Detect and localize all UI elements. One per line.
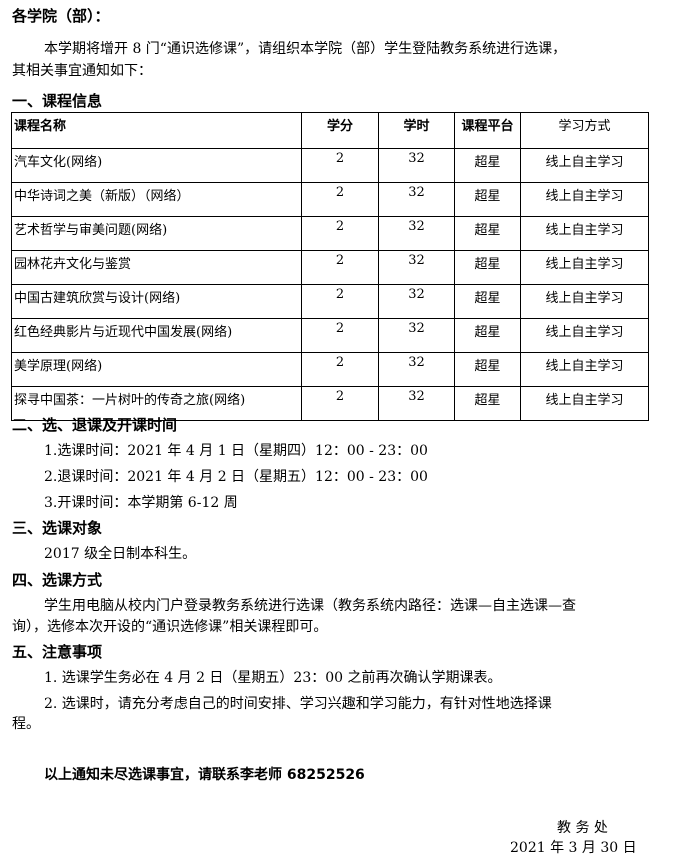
cell-course-name: 汽车文化(网络) [11,148,302,183]
table-row: 美学原理(网络) 2 32 超星 线上自主学习 [11,352,649,387]
cell-hours: 32 [378,352,455,387]
cell-hours: 32 [378,182,455,217]
cell-credits: 2 [301,250,379,285]
cell-study-mode: 线上自主学习 [520,284,649,319]
cell-platform: 超星 [454,250,521,285]
cell-study-mode: 线上自主学习 [520,386,649,421]
cell-hours: 32 [378,148,455,183]
target-students: 2017 级全日制本科生。 [44,546,197,562]
cell-course-name: 探寻中国茶：一片树叶的传奇之旅(网络) [11,386,302,421]
cell-study-mode: 线上自主学习 [520,318,649,353]
cell-hours: 32 [378,318,455,353]
cell-credits: 2 [301,216,379,251]
cell-study-mode: 线上自主学习 [520,182,649,217]
cell-study-mode: 线上自主学习 [520,148,649,183]
cell-platform: 超星 [454,148,521,183]
header-credits: 学分 [301,112,379,149]
table-header-row: 课程名称 学分 学时 课程平台 学习方式 [11,112,649,149]
table-row: 中国古建筑欣赏与设计(网络) 2 32 超星 线上自主学习 [11,284,649,319]
table-row: 艺术哲学与审美问题(网络) 2 32 超星 线上自主学习 [11,216,649,251]
cell-credits: 2 [301,284,379,319]
cell-study-mode: 线上自主学习 [520,250,649,285]
cell-study-mode: 线上自主学习 [520,216,649,251]
cell-course-name: 中国古建筑欣赏与设计(网络) [11,284,302,319]
cell-course-name: 中华诗词之美（新版）（网络） [11,182,302,217]
contact-info: 以上通知未尽选课事宜，请联系李老师 68252526 [44,767,365,783]
cell-credits: 2 [301,352,379,387]
cell-platform: 超星 [454,386,521,421]
section-4-title: 四、选课方式 [12,571,103,589]
cell-credits: 2 [301,386,379,421]
cell-platform: 超星 [454,318,521,353]
header-hours: 学时 [378,112,455,149]
cell-credits: 2 [301,182,379,217]
issue-date: 2021 年 3 月 30 日 [510,840,637,856]
note-1: 1. 选课学生务必在 4 月 2 日（星期五）23：00 之前再次确认学期课表。 [44,670,502,686]
method-line-2: 询），选修本次开设的“通识选修课”相关课程即可。 [12,619,328,635]
table-row: 汽车文化(网络) 2 32 超星 线上自主学习 [11,148,649,183]
method-line-1: 学生用电脑从校内门户登录教务系统进行选课（教务系统内路径：选课—自主选课—查 [44,598,576,614]
section-1-title: 一、课程信息 [12,92,103,110]
section-2-title: 二、选、退课及开课时间 [12,416,178,434]
cell-hours: 32 [378,284,455,319]
table-row: 探寻中国茶：一片树叶的传奇之旅(网络) 2 32 超星 线上自主学习 [11,386,649,421]
course-start-time: 3.开课时间：本学期第 6-12 周 [44,495,238,511]
cell-course-name: 艺术哲学与审美问题(网络) [11,216,302,251]
header-course-name: 课程名称 [11,112,302,149]
section-5-title: 五、注意事项 [12,643,103,661]
cell-platform: 超星 [454,284,521,319]
cell-course-name: 红色经典影片与近现代中国发展(网络) [11,318,302,353]
cell-hours: 32 [378,386,455,421]
select-time: 1.选课时间：2021 年 4 月 1 日（星期四）12：00 - 23：00 [44,443,428,459]
intro-line-2: 其相关事宜通知如下： [12,63,152,79]
cell-study-mode: 线上自主学习 [520,352,649,387]
cell-hours: 32 [378,216,455,251]
note-2-line-1: 2. 选课时，请充分考虑自己的时间安排、学习兴趣和学习能力，有针对性地选择课 [44,696,552,712]
cell-course-name: 美学原理(网络) [11,352,302,387]
header-platform: 课程平台 [454,112,521,149]
drop-time: 2.退课时间：2021 年 4 月 2 日（星期五）12：00 - 23：00 [44,469,428,485]
issuing-office: 教 务 处 [557,820,608,836]
cell-credits: 2 [301,148,379,183]
cell-hours: 32 [378,250,455,285]
table-row: 红色经典影片与近现代中国发展(网络) 2 32 超星 线上自主学习 [11,318,649,353]
section-3-title: 三、选课对象 [12,519,103,537]
intro-line-1: 本学期将增开 8 门“通识选修课”，请组织本学院（部）学生登陆教务系统进行选课， [44,41,567,57]
cell-credits: 2 [301,318,379,353]
cell-platform: 超星 [454,182,521,217]
header-study-mode: 学习方式 [520,112,649,149]
salutation: 各学院（部）： [12,7,110,25]
cell-course-name: 园林花卉文化与鉴赏 [11,250,302,285]
course-table: 课程名称 学分 学时 课程平台 学习方式 汽车文化(网络) 2 32 超星 线上自主学习… [11,112,649,421]
table-row: 园林花卉文化与鉴赏 2 32 超星 线上自主学习 [11,250,649,285]
note-2-line-2: 程。 [12,716,40,732]
cell-platform: 超星 [454,216,521,251]
cell-platform: 超星 [454,352,521,387]
table-row: 中华诗词之美（新版）（网络） 2 32 超星 线上自主学习 [11,182,649,217]
